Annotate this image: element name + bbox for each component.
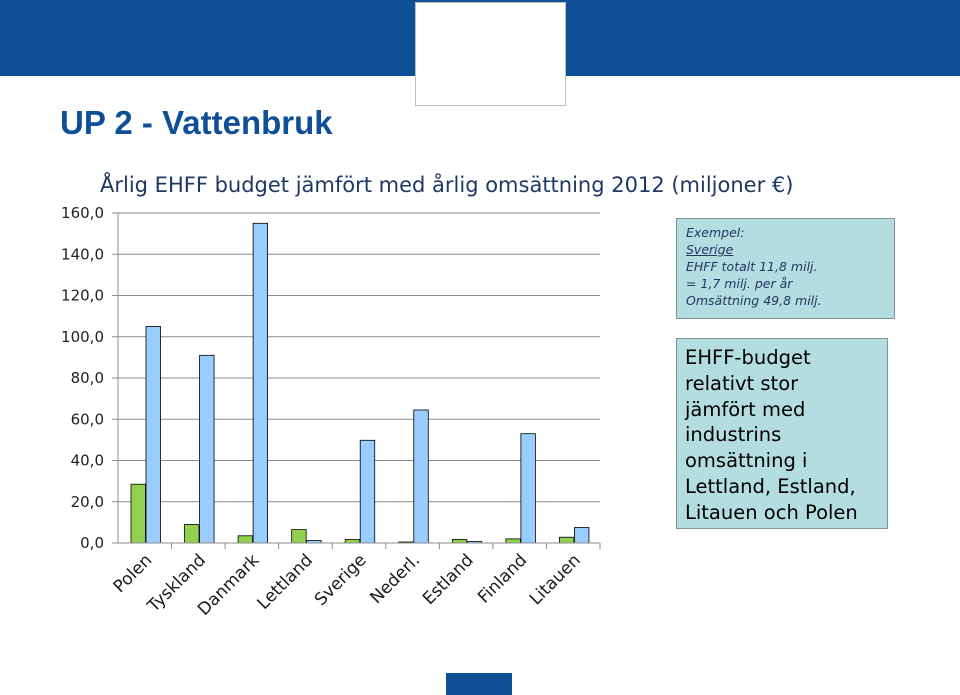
gridlines — [112, 212, 600, 544]
bars — [130, 222, 590, 544]
bar-danmark-2 — [252, 222, 269, 544]
y-tick-label: 100,0 — [61, 328, 104, 346]
bar-finland-2 — [520, 433, 536, 544]
note-line: omsättning i — [685, 449, 808, 473]
axes — [117, 213, 601, 549]
bar-danmark-1 — [237, 535, 254, 544]
note-callout: EHFF-budget relativt stor jämfört med in… — [676, 338, 888, 529]
y-tick-label: 40,0 — [71, 452, 104, 470]
note-line: Lettland, Estland, — [685, 474, 856, 498]
bar-litauen-2 — [574, 527, 590, 544]
bar-sverige-1 — [344, 539, 361, 544]
example-heading: Exempel: — [686, 225, 745, 240]
note-line: jämfört med — [685, 397, 806, 421]
note-line: relativt stor — [685, 371, 799, 395]
y-tick-label: 140,0 — [61, 245, 104, 263]
logo-placeholder — [415, 2, 566, 106]
slide-title: UP 2 - Vattenbruk — [60, 104, 333, 141]
y-tick-label: 20,0 — [71, 493, 104, 511]
x-tick-label: Litauen — [526, 550, 585, 609]
note-line: industrins — [685, 423, 782, 447]
x-tick-label: Nederl. — [366, 550, 424, 608]
bar-polen-2 — [145, 326, 161, 544]
chart-title: Årlig EHFF budget jämfört med årlig omsä… — [100, 171, 793, 197]
x-tick-label: Estland — [419, 550, 478, 609]
bar-nederl-2 — [413, 409, 429, 544]
bar-lettland-1 — [291, 529, 307, 544]
y-tick-label: 80,0 — [71, 369, 104, 387]
example-callout: Exempel: Sverige EHFF totalt 11,8 milj. … — [676, 218, 895, 319]
x-tick-label: Lettland — [254, 550, 317, 613]
y-tick-label: 60,0 — [71, 410, 104, 428]
x-tick-label: Polen — [110, 550, 157, 597]
x-tick-label: Sverige — [311, 550, 371, 610]
note-line: Litauen och Polen — [685, 500, 858, 524]
example-country: Sverige — [686, 242, 734, 257]
bar-tyskland-1 — [184, 524, 200, 544]
example-ehff-per-year: = 1,7 milj. per år — [686, 276, 793, 291]
example-turnover: Omsättning 49,8 milj. — [686, 293, 822, 308]
footer-tab — [446, 673, 512, 695]
y-tick-labels: 0,0 20,0 40,0 60,0 80,0 100,0 120,0 140,0 160,0 — [61, 204, 104, 552]
note-line: EHFF-budget — [685, 346, 811, 369]
bar-sverige-2 — [359, 439, 376, 544]
bar-tyskland-2 — [199, 354, 215, 544]
bar-litauen-1 — [559, 536, 575, 544]
y-tick-label: 160,0 — [61, 204, 104, 222]
bar-finland-1 — [505, 538, 521, 544]
x-tick-labels: PolenTysklandDanmarkLettlandSverigeNeder… — [110, 550, 585, 619]
y-tick-label: 120,0 — [61, 287, 104, 305]
y-tick-label: 0,0 — [80, 534, 104, 552]
bar-polen-1 — [130, 483, 146, 544]
x-tick-label: Finland — [474, 550, 531, 607]
example-ehff-total: EHFF totalt 11,8 milj. — [686, 259, 818, 274]
bar-estland-1 — [451, 539, 468, 544]
